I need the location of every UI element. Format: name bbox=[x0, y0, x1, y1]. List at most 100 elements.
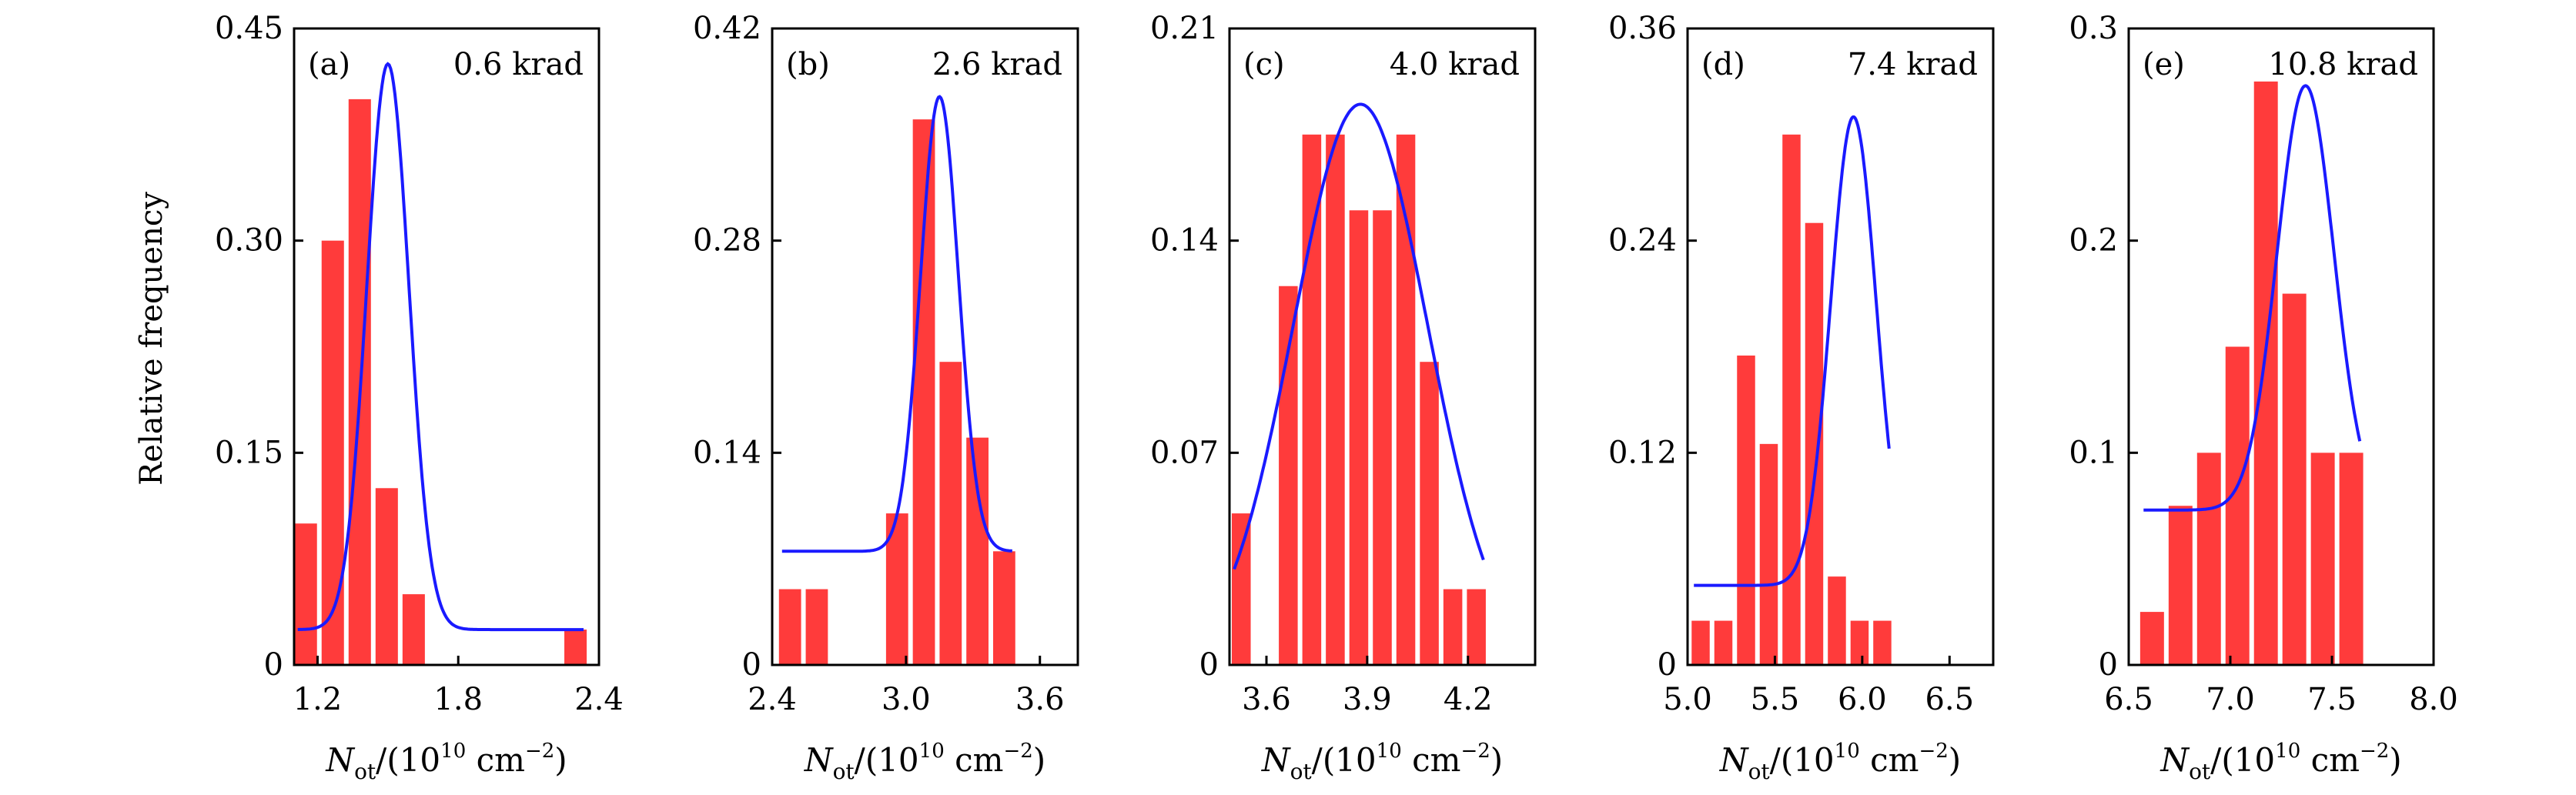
x-tick-label: 1.8 bbox=[433, 682, 483, 717]
gaussian-fit-curve bbox=[297, 62, 584, 632]
x-axis-title-part: N bbox=[2159, 741, 2190, 779]
gaussian-fit-curve bbox=[2143, 84, 2362, 512]
x-axis-title-part: ) bbox=[2389, 741, 2401, 779]
panel-1: 0 0.15 0.30 0.45 1.2 1.8 2.4 (a) 0.6 krad Not/(10… bbox=[215, 11, 624, 784]
panel-tag: (b) bbox=[786, 47, 830, 82]
panel-tag: (d) bbox=[1701, 47, 1745, 82]
x-tick-label: 1.2 bbox=[293, 682, 343, 717]
dose-label: 4.0 krad bbox=[1390, 47, 1520, 82]
y-tick-label: 0.1 bbox=[2069, 435, 2118, 470]
x-axis-title-part: cm bbox=[1860, 741, 1919, 779]
x-axis-title-part: ) bbox=[554, 741, 567, 779]
y-tick-label: 0.07 bbox=[1150, 435, 1219, 470]
y-tick-label: 0.45 bbox=[215, 11, 283, 46]
histogram-bar bbox=[402, 594, 425, 665]
histogram-bar bbox=[1420, 362, 1439, 665]
histogram-bar bbox=[2282, 293, 2307, 665]
x-axis-title-part: cm bbox=[1402, 741, 1461, 779]
histogram-bar bbox=[2225, 346, 2250, 665]
histogram-bar bbox=[2339, 453, 2364, 665]
x-axis-title-part: ot bbox=[1748, 759, 1771, 784]
panel-tag: (a) bbox=[308, 47, 350, 82]
gaussian-fit-curve bbox=[781, 95, 1012, 553]
histogram-bar bbox=[805, 589, 828, 665]
panel-3: 0 0.07 0.14 0.21 3.6 3.9 4.2 (c) 4.0 krad Not/(10… bbox=[1150, 11, 1537, 784]
x-tick-label: 6.0 bbox=[1838, 682, 1887, 717]
plot-frame bbox=[771, 27, 1079, 666]
panel-tag: (c) bbox=[1243, 47, 1285, 82]
y-tick-label: 0.2 bbox=[2069, 223, 2118, 259]
x-tick-label: 2.4 bbox=[748, 682, 797, 717]
x-axis-title: Not/(1010 cm−2) bbox=[325, 740, 567, 784]
x-axis-title-part: N bbox=[1719, 741, 1749, 779]
x-axis-title-part: /(10 bbox=[376, 741, 440, 779]
dose-label: 10.8 krad bbox=[2268, 47, 2418, 82]
histogram-bar bbox=[992, 551, 1015, 665]
panel-5: 0 0.1 0.2 0.3 6.5 7.0 7.5 8.0 (e) 10.8 krad Not/(1… bbox=[2069, 11, 2457, 784]
y-tick-label: 0.12 bbox=[1608, 435, 1677, 470]
y-tick-label: 0 bbox=[1658, 647, 1677, 683]
x-axis-title-part: ot bbox=[2189, 759, 2211, 784]
plot-frame bbox=[1228, 27, 1537, 666]
y-tick-label: 0.15 bbox=[215, 435, 283, 470]
panel-4: 0 0.12 0.24 0.36 5.0 5.5 6.0 6.5 (d) 7.4 krad Not/… bbox=[1608, 11, 1995, 784]
histogram-bar bbox=[2168, 506, 2193, 665]
x-axis-title: Not/(1010 cm−2) bbox=[2159, 740, 2401, 784]
x-axis-title-part: −2 bbox=[2360, 740, 2389, 763]
x-axis-title-part: /(10 bbox=[1312, 741, 1377, 779]
histogram-bar bbox=[2310, 453, 2335, 665]
y-tick-label: 0 bbox=[1199, 647, 1219, 683]
histogram-bar bbox=[939, 362, 962, 665]
x-axis-title-part: cm bbox=[2300, 741, 2360, 779]
panels-group: 00.150.300.451.2 1.8 2.4(a) 0.6 kradNot/(10… bbox=[215, 11, 2458, 784]
histogram-bar bbox=[1805, 222, 1824, 665]
x-tick-label: 8.0 bbox=[2409, 682, 2458, 717]
histogram-bar bbox=[1326, 134, 1345, 666]
x-axis-title-part: ) bbox=[1949, 741, 1961, 779]
x-axis-title-part: cm bbox=[945, 741, 1004, 779]
x-axis-title-part: N bbox=[1261, 741, 1291, 779]
x-axis-title-part: −2 bbox=[1003, 740, 1032, 763]
x-axis-title-part: ) bbox=[1033, 741, 1045, 779]
histogram-bar bbox=[375, 488, 398, 665]
y-tick-label: 0.21 bbox=[1150, 11, 1219, 46]
histogram-bar bbox=[966, 437, 989, 665]
x-axis-title-part: 10 bbox=[1835, 740, 1860, 763]
y-tick-label: 0.30 bbox=[215, 223, 283, 259]
x-axis-title-part: ot bbox=[354, 759, 376, 784]
histogram-bar bbox=[294, 523, 317, 665]
histogram-bar bbox=[564, 630, 587, 665]
dose-label: 0.6 krad bbox=[453, 47, 584, 82]
x-axis-title-part: /(10 bbox=[1770, 741, 1835, 779]
x-tick-label: 3.0 bbox=[882, 682, 931, 717]
x-axis-title-part: ) bbox=[1490, 741, 1503, 779]
x-tick-label: 7.0 bbox=[2206, 682, 2255, 717]
x-axis-title: Not/(1010 cm−2) bbox=[1261, 740, 1503, 784]
histogram-bar bbox=[1302, 134, 1322, 666]
plot-frame bbox=[2127, 27, 2435, 666]
y-tick-label: 0 bbox=[2099, 647, 2118, 683]
x-axis-title: Not/(1010 cm−2) bbox=[1719, 740, 1961, 784]
histogram-bar bbox=[2196, 453, 2221, 665]
y-tick-label: 0.28 bbox=[693, 223, 761, 259]
y-tick-label: 0.3 bbox=[2069, 11, 2118, 46]
x-tick-label: 5.5 bbox=[1751, 682, 1800, 717]
gaussian-fit-curve bbox=[1694, 115, 1891, 587]
x-tick-label: 3.6 bbox=[1015, 682, 1065, 717]
histogram-bar bbox=[1737, 355, 1755, 665]
x-tick-label: 3.9 bbox=[1343, 682, 1392, 717]
y-tick-label: 0.36 bbox=[1608, 11, 1677, 46]
x-axis-title-part: 10 bbox=[919, 740, 945, 763]
gaussian-fit-curve bbox=[1233, 102, 1485, 570]
x-tick-label: 6.5 bbox=[2104, 682, 2153, 717]
x-tick-label: 4.2 bbox=[1444, 682, 1493, 717]
dose-label: 7.4 krad bbox=[1848, 47, 1978, 82]
x-tick-label: 5.0 bbox=[1663, 682, 1712, 717]
x-tick-label: 3.6 bbox=[1242, 682, 1291, 717]
dose-label: 2.6 krad bbox=[932, 47, 1062, 82]
histogram-bar bbox=[2139, 612, 2164, 665]
y-tick-label: 0.14 bbox=[1150, 223, 1219, 259]
histogram-bar bbox=[778, 589, 801, 665]
panel-tag: (e) bbox=[2143, 47, 2185, 82]
